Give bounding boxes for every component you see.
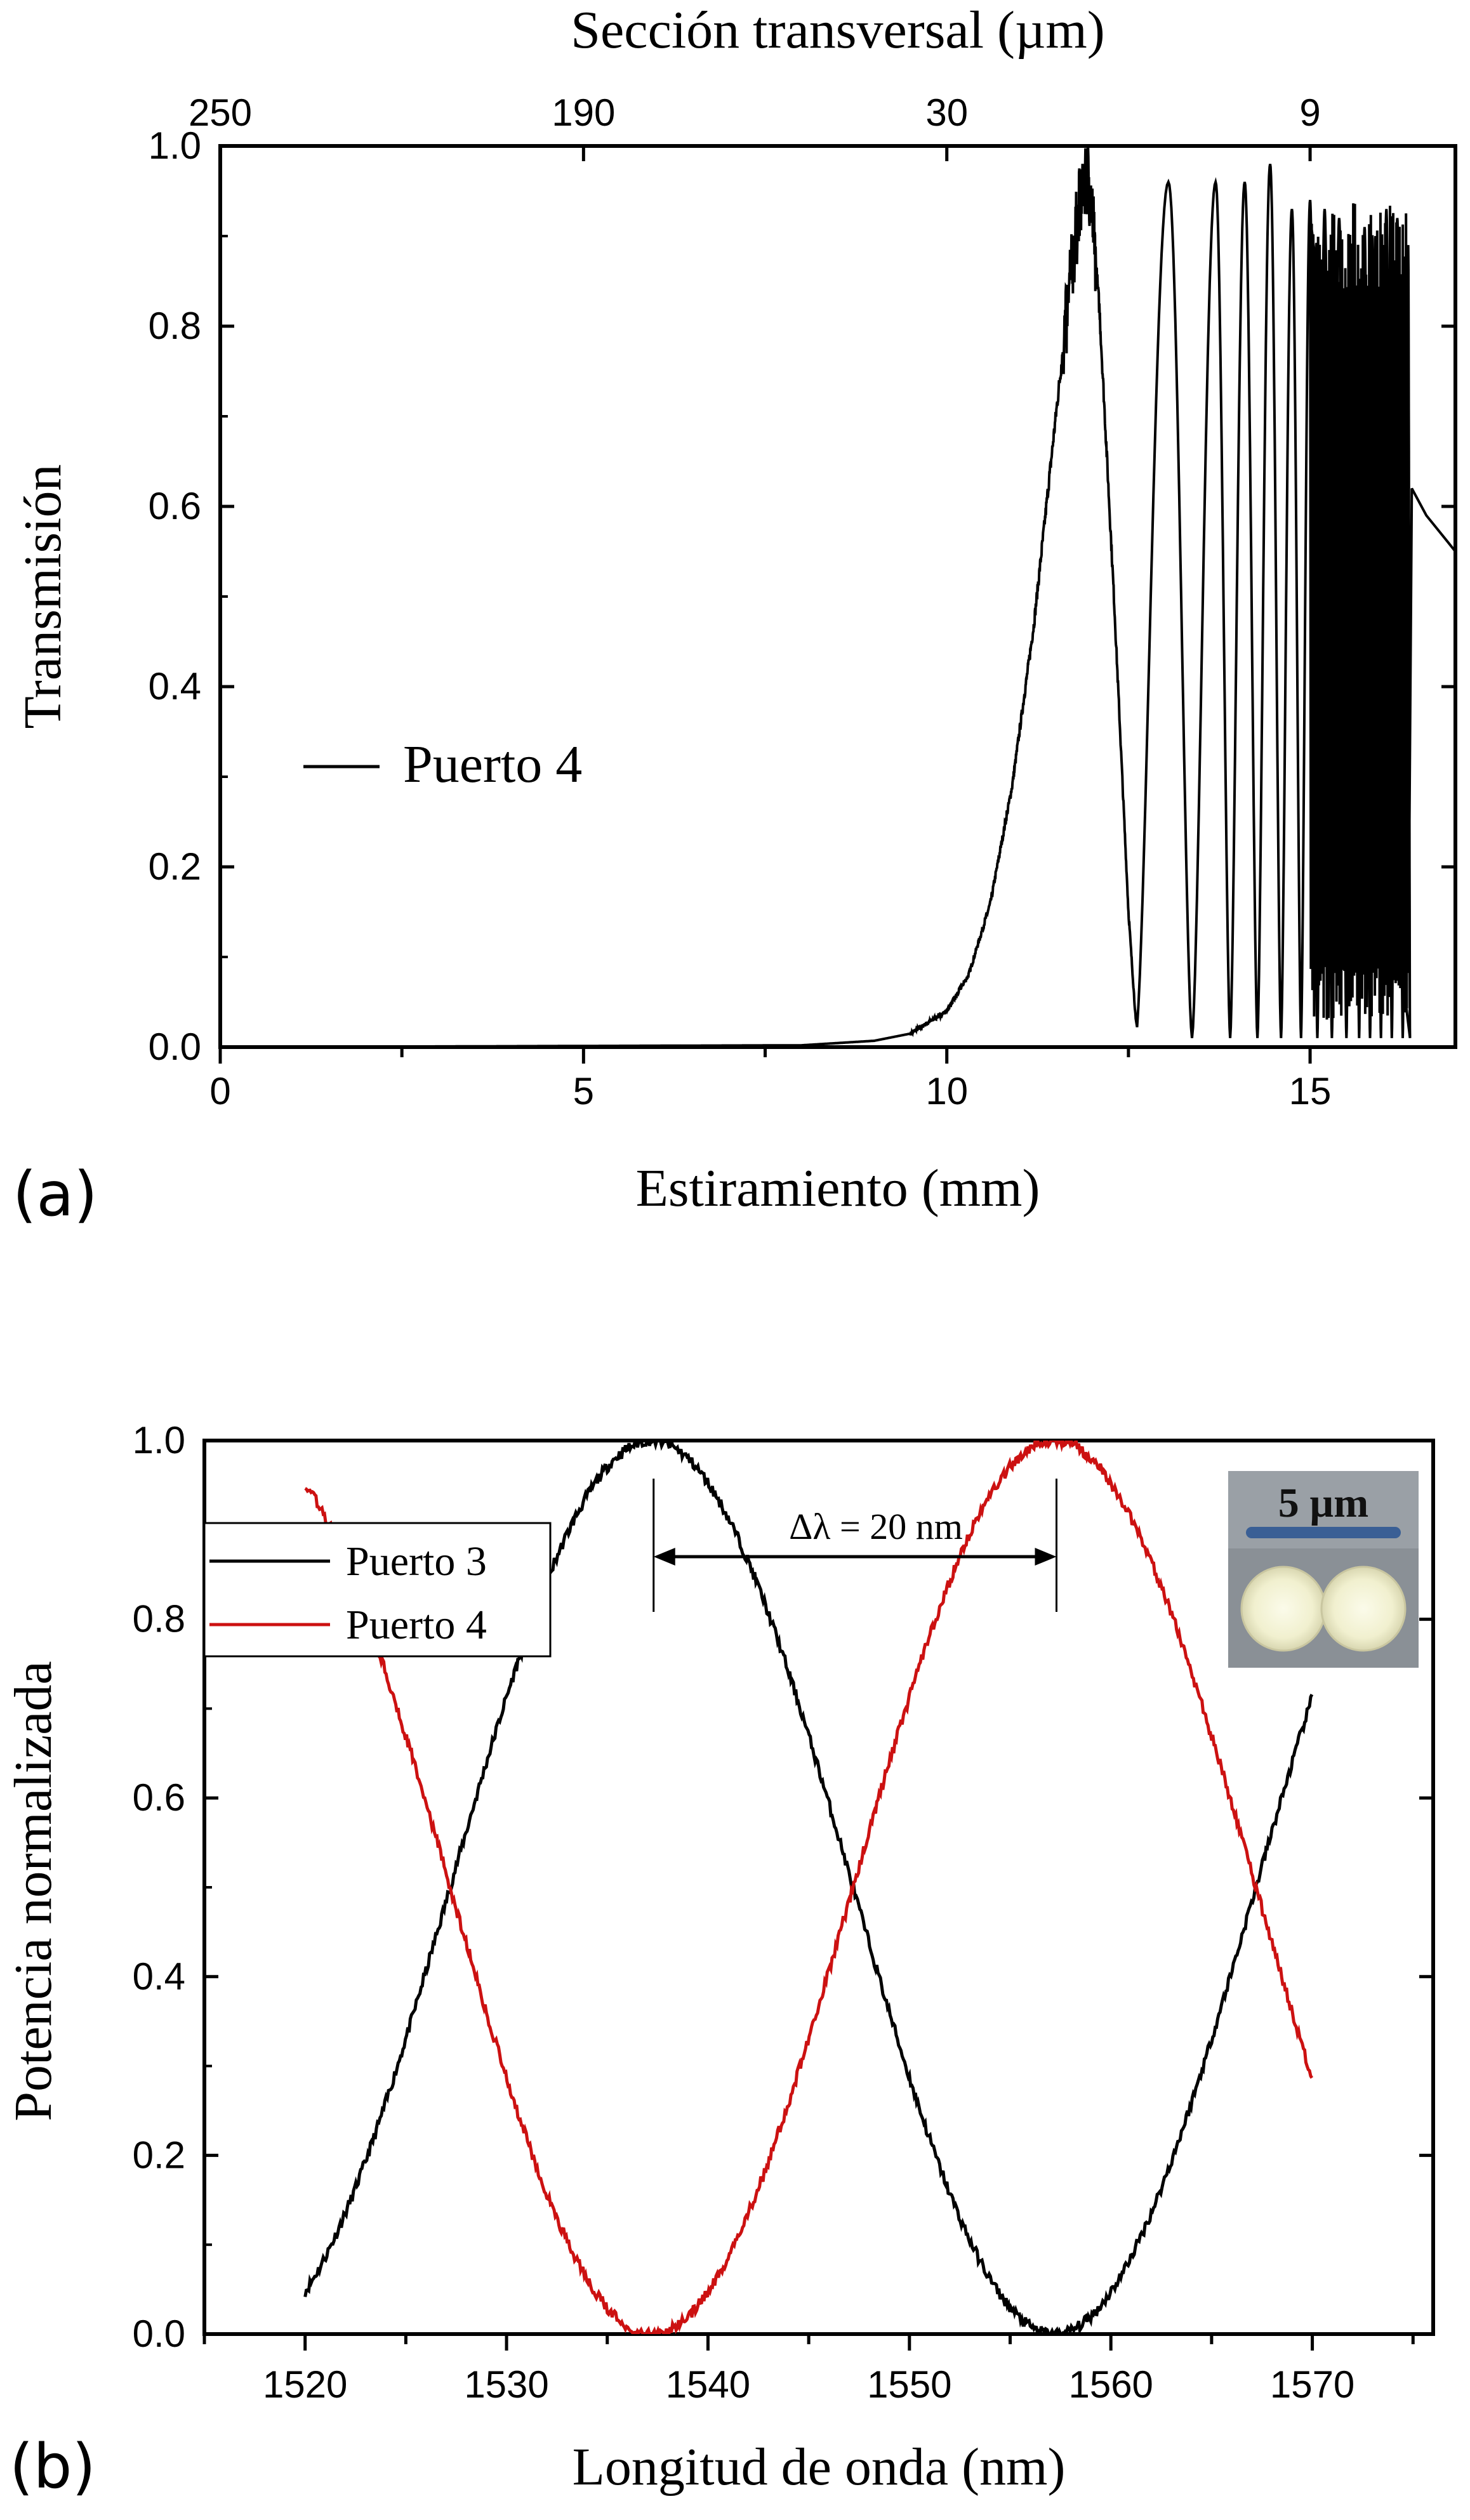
a-top-tick-label: 250	[189, 91, 252, 134]
a-x-tick-label: 15	[1289, 1070, 1332, 1112]
b-x-ticks: 1520 1530 1540 1550 1560 1570	[202, 2334, 1415, 2406]
b-x-tick-label: 1550	[867, 2363, 951, 2406]
a-y-tick-label: 0.8	[149, 305, 201, 347]
series-line-puerto-4-b	[304, 1441, 1314, 2334]
a-x-tick-label: 5	[573, 1070, 594, 1112]
a-y-tick-label: 0.2	[149, 845, 201, 888]
a-x-tick-label: 0	[209, 1070, 230, 1112]
a-y-tick-label: 0.0	[149, 1026, 201, 1068]
b-x-tick-label: 1540	[666, 2363, 750, 2406]
a-x-tick-label: 10	[925, 1070, 968, 1112]
microscope-inset: 5 µm	[1228, 1471, 1419, 1668]
b-y-tick-label: 0.0	[133, 2312, 185, 2355]
b-x-tick-label: 1520	[263, 2363, 347, 2406]
y-axis-title-b: Potencia normalizada	[4, 1661, 63, 2121]
legend-label-puerto-3-b: Puerto 3	[346, 1538, 487, 1585]
x-axis-title-a: Estiramiento (mm)	[636, 1159, 1040, 1218]
a-y-tick-label: 1.0	[149, 124, 201, 167]
y-axis-title-a: Transmisión	[13, 464, 72, 729]
legend-a: Puerto 4	[303, 735, 582, 794]
b-x-tick-label: 1570	[1270, 2363, 1354, 2406]
legend-label-puerto-4-b: Puerto 4	[346, 1602, 487, 1648]
a-top-tick-label: 30	[925, 91, 968, 134]
delta-lambda-annotation: Δλ = 20 nm	[652, 1479, 1058, 1612]
annotation-label-delta-lambda: Δλ = 20 nm	[789, 1506, 963, 1547]
panel-b: 0.00.20.40.60.81.0 1520 1530 1540 1550 1560 1…	[4, 1419, 1435, 2502]
legend-b: Puerto 3 Puerto 4	[203, 1522, 552, 1658]
panel-a: 0.0 0.2 0.4 0.6 0.8 1.0 0 5 10 15 250 190 30 9 Puer…	[13, 1, 1457, 1230]
a-top-tick-label: 9	[1299, 91, 1320, 134]
fiber-core-left	[1240, 1566, 1327, 1652]
b-y-tick-label: 0.2	[133, 2134, 185, 2176]
a-y-ticks: 0.0 0.2 0.4 0.6 0.8 1.0	[149, 124, 1455, 1068]
series-line-puerto-3-b	[303, 1441, 1314, 2334]
fiber-core-right	[1320, 1566, 1407, 1652]
a-y-tick-label: 0.6	[149, 485, 201, 527]
panel-label-b: (b)	[10, 2431, 96, 2502]
annotation-arrowhead-right	[1035, 1548, 1057, 1566]
plot-frame-a	[218, 144, 1457, 1049]
series-line-puerto-4-a	[220, 146, 1455, 1047]
a-y-tick-label: 0.4	[149, 665, 201, 708]
annotation-arrowhead-left	[653, 1548, 675, 1566]
x-axis-title-b: Longitud de onda (nm)	[573, 2438, 1066, 2497]
a-x-ticks: 0 5 10 15	[209, 1047, 1331, 1112]
b-y-tick-label: 0.4	[133, 1955, 185, 1998]
a-top-tick-label: 190	[552, 91, 615, 134]
top-axis-title-a: Sección transversal (µm)	[571, 1, 1104, 60]
a-top-ticks: 250 190 30 9	[189, 91, 1321, 161]
b-y-tick-label: 0.8	[133, 1598, 185, 1640]
panel-label-a: (a)	[13, 1159, 98, 1230]
legend-label-puerto-4-a: Puerto 4	[403, 735, 582, 794]
legend-box-b	[203, 1522, 552, 1658]
inset-scale-label: 5 µm	[1278, 1480, 1369, 1526]
b-x-tick-label: 1530	[464, 2363, 548, 2406]
b-y-tick-label: 0.6	[133, 1776, 185, 1819]
b-y-tick-label: 1.0	[133, 1419, 185, 1461]
b-x-tick-label: 1560	[1068, 2363, 1153, 2406]
